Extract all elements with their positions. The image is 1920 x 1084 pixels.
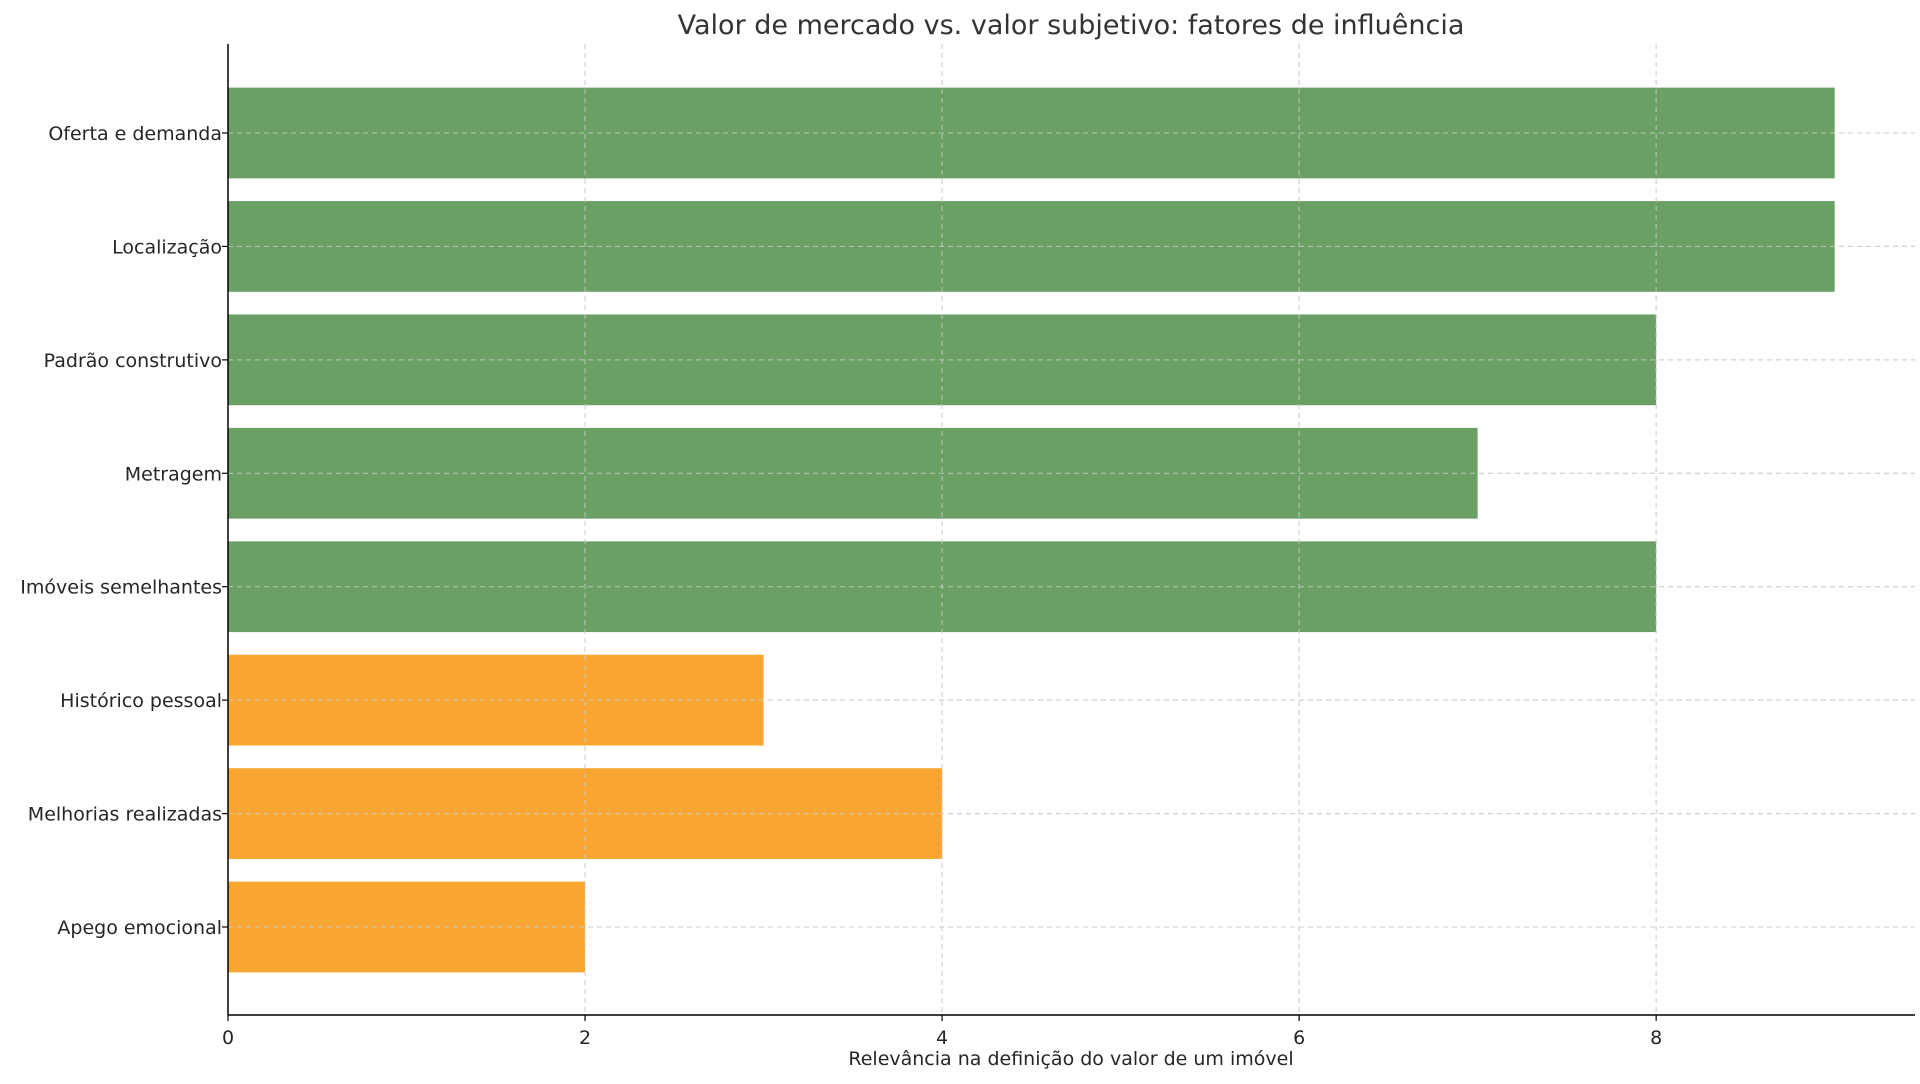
x-axis-label: Relevância na definição do valor de um i…	[848, 1048, 1293, 1070]
x-tick-label: 4	[936, 1027, 948, 1049]
axes-layer	[222, 44, 1915, 1021]
grid-overlay	[227, 44, 1915, 1015]
y-tick-label: Apego emocional	[57, 917, 222, 939]
x-tick-labels: 0 2 4 6 8	[222, 1027, 1662, 1049]
chart-title: Valor de mercado vs. valor subjetivo: fa…	[678, 10, 1465, 41]
bar-6	[228, 654, 764, 746]
x-tick-label: 2	[579, 1027, 591, 1049]
x-tick-label: 0	[222, 1027, 234, 1049]
x-tick-label: 8	[1650, 1027, 1662, 1049]
grid-layer	[227, 44, 1915, 1015]
y-tick-label: Imóveis semelhantes	[20, 577, 222, 599]
x-tick-label: 6	[1293, 1027, 1305, 1049]
y-tick-label: Histórico pessoal	[60, 690, 222, 712]
y-tick-label: Padrão construtivo	[44, 350, 222, 372]
y-tick-label: Metragem	[125, 463, 222, 485]
y-tick-label: Melhorias realizadas	[28, 804, 222, 826]
bar-8	[228, 881, 586, 973]
y-tick-label: Localização	[112, 236, 222, 258]
y-tick-labels: Oferta e demanda Localização Padrão constr…	[20, 123, 222, 939]
bars-layer	[228, 87, 1835, 973]
y-tick-label: Oferta e demanda	[48, 123, 222, 145]
